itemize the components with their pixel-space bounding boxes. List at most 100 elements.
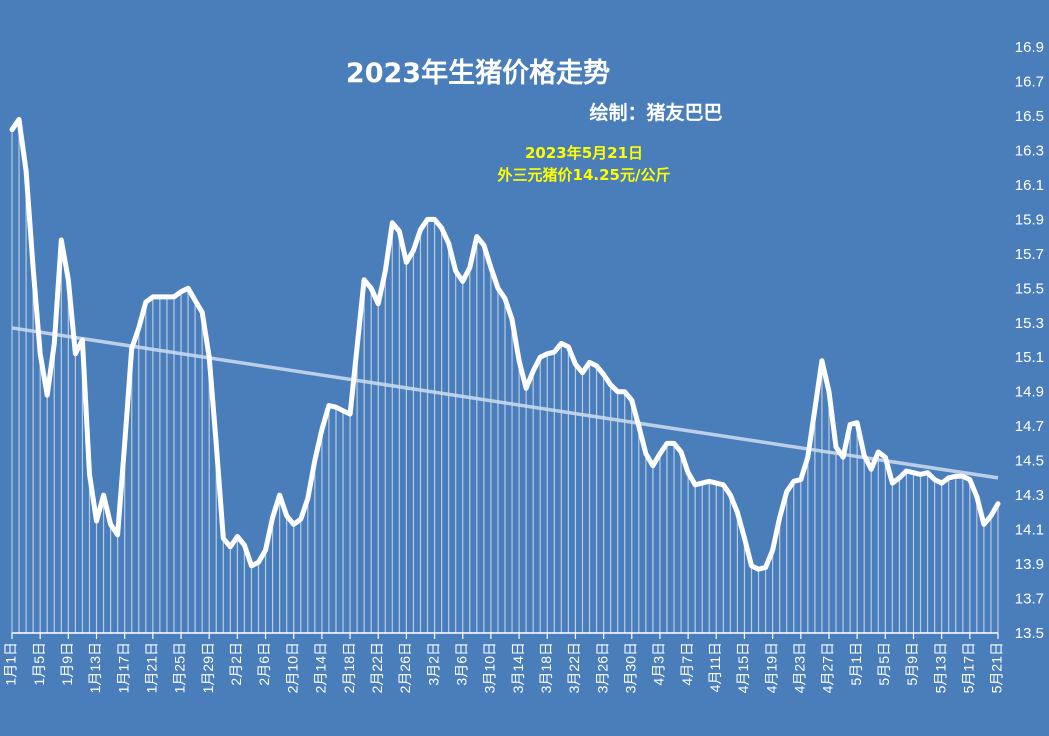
data-point: [834, 445, 838, 449]
data-point: [968, 478, 972, 482]
x-tick-label: 3月10日: [482, 642, 498, 693]
data-point: [193, 298, 197, 302]
x-tick-label: 4月7日: [679, 642, 695, 686]
data-point: [644, 452, 648, 456]
data-point: [418, 228, 422, 232]
data-point: [757, 567, 761, 571]
annotation-price: 外三元猪价14.25元/公斤: [497, 166, 671, 184]
data-point: [165, 295, 169, 299]
x-tick-label: 1月25日: [172, 642, 188, 693]
x-tick-label: 3月6日: [453, 642, 469, 686]
data-point: [545, 352, 549, 356]
data-point: [109, 522, 113, 526]
y-tick-label: 14.7: [1015, 418, 1044, 435]
data-point: [454, 269, 458, 273]
x-tick-label: 5月5日: [876, 642, 892, 686]
x-tick-label: 4月23日: [792, 642, 808, 693]
data-point: [369, 286, 373, 290]
y-tick-label: 14.1: [1015, 522, 1044, 539]
x-tick-label: 5月17日: [961, 642, 977, 693]
data-point: [116, 533, 120, 537]
data-point: [588, 360, 592, 364]
data-point: [249, 564, 253, 568]
data-point: [257, 560, 260, 564]
data-point: [573, 362, 577, 366]
data-point: [207, 355, 211, 359]
data-point: [327, 403, 331, 407]
x-tick-label: 1月21日: [144, 642, 160, 693]
data-point: [792, 479, 796, 483]
y-tick-label: 13.7: [1015, 591, 1044, 608]
x-tick-label: 2月22日: [369, 642, 385, 693]
data-point: [799, 478, 803, 482]
data-point: [397, 229, 401, 233]
price-points: [10, 117, 1000, 571]
y-tick-label: 13.9: [1015, 556, 1044, 573]
data-point: [426, 217, 430, 221]
y-tick-label: 15.9: [1015, 211, 1044, 228]
data-point: [123, 441, 127, 445]
data-point: [362, 278, 366, 282]
data-point: [524, 386, 528, 390]
y-tick-label: 16.7: [1015, 73, 1044, 90]
data-point: [940, 481, 944, 485]
x-tick-label: 3月18日: [538, 642, 554, 693]
data-point: [538, 355, 542, 359]
data-point: [679, 450, 683, 454]
data-point: [771, 548, 775, 552]
data-point: [235, 534, 239, 538]
data-point: [947, 476, 951, 480]
data-point: [686, 471, 690, 475]
data-point: [813, 407, 817, 411]
x-tick-label: 2月2日: [228, 642, 244, 686]
x-tick-label: 3月30日: [622, 642, 638, 693]
x-tick-label: 5月9日: [904, 642, 920, 686]
annotation-date: 2023年5月21日: [525, 144, 643, 162]
data-point: [411, 248, 415, 252]
data-point: [376, 302, 380, 306]
x-tick-label: 5月1日: [848, 642, 864, 686]
data-point: [461, 279, 465, 283]
data-point: [489, 266, 493, 270]
data-point: [200, 310, 204, 314]
data-point: [24, 169, 28, 173]
data-point: [616, 390, 620, 394]
y-tick-label: 14.5: [1015, 453, 1044, 470]
y-tick-label: 15.1: [1015, 349, 1044, 366]
x-tick-label: 1月9日: [59, 642, 75, 686]
data-point: [637, 424, 641, 428]
x-tick-label: 5月21日: [989, 642, 1005, 693]
data-point: [609, 383, 613, 387]
x-tick-label: 4月19日: [763, 642, 779, 693]
data-point: [468, 266, 472, 270]
data-point: [52, 341, 56, 345]
data-point: [707, 479, 711, 483]
data-point: [348, 412, 352, 416]
data-point: [433, 217, 437, 221]
trend-line: [11, 326, 999, 480]
x-tick-label: 4月15日: [735, 642, 751, 693]
data-point: [855, 421, 859, 425]
x-tick-label: 4月11日: [707, 642, 723, 692]
y-tick-label: 15.3: [1015, 315, 1044, 332]
value-drop-lines: [11, 119, 999, 633]
data-point: [38, 352, 42, 356]
data-point: [278, 493, 282, 497]
data-point: [559, 341, 563, 345]
data-point: [264, 548, 268, 552]
data-point: [735, 510, 739, 514]
x-tick-label: 4月27日: [820, 642, 836, 693]
data-point: [510, 317, 514, 321]
data-point: [869, 467, 873, 471]
data-point: [496, 286, 500, 290]
data-point: [517, 359, 521, 363]
data-point: [531, 369, 535, 373]
data-point: [214, 441, 218, 445]
data-point: [320, 428, 324, 432]
data-point: [482, 243, 486, 247]
data-point: [102, 493, 106, 497]
data-point: [841, 455, 845, 459]
data-point: [820, 359, 824, 363]
